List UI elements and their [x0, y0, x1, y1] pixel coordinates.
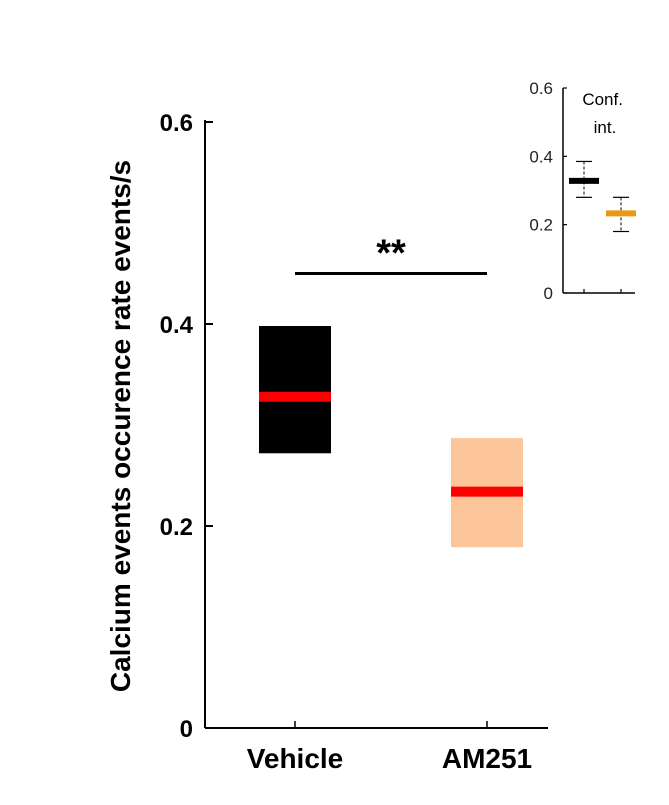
- inset-errorbars: [569, 160, 636, 233]
- main-y-tick-label: 0.4: [160, 312, 194, 339]
- main-x-tick-label: Vehicle: [247, 743, 344, 774]
- inset-x-ticks: [583, 289, 622, 293]
- inset-y-tick-label: 0.6: [529, 79, 553, 98]
- inset-y-ticks: 0 0.2 0.4 0.6: [529, 79, 567, 303]
- main-y-tick-label: 0.2: [160, 514, 193, 541]
- main-y-tick-label: 0: [180, 716, 193, 743]
- significance-label: **: [376, 233, 406, 275]
- inset-y-tick-label: 0.4: [529, 147, 553, 166]
- box-vehicle: [259, 326, 331, 454]
- main-plot: Calcium events occurence rate events/s 0…: [105, 110, 548, 774]
- main-y-ticks: 0 0.2 0.4 0.6: [160, 110, 213, 743]
- inset-title-line-1: Conf.: [582, 90, 623, 109]
- inset-y-tick-label: 0: [544, 284, 553, 303]
- main-y-tick-label: 0.6: [160, 110, 193, 137]
- inset-title: Conf. int.: [582, 90, 627, 137]
- main-y-axis-label: Calcium events occurence rate events/s: [105, 160, 136, 692]
- inset-y-tick-label: 0.2: [529, 216, 553, 235]
- main-x-ticks: Vehicle AM251: [247, 721, 532, 774]
- significance-annotation: **: [295, 233, 487, 275]
- inset-plot: 0 0.2 0.4 0.6 Conf. int.: [529, 79, 636, 303]
- main-x-tick-label: AM251: [442, 743, 532, 774]
- inset-title-line-2: int.: [594, 118, 617, 137]
- main-boxes: [259, 326, 523, 548]
